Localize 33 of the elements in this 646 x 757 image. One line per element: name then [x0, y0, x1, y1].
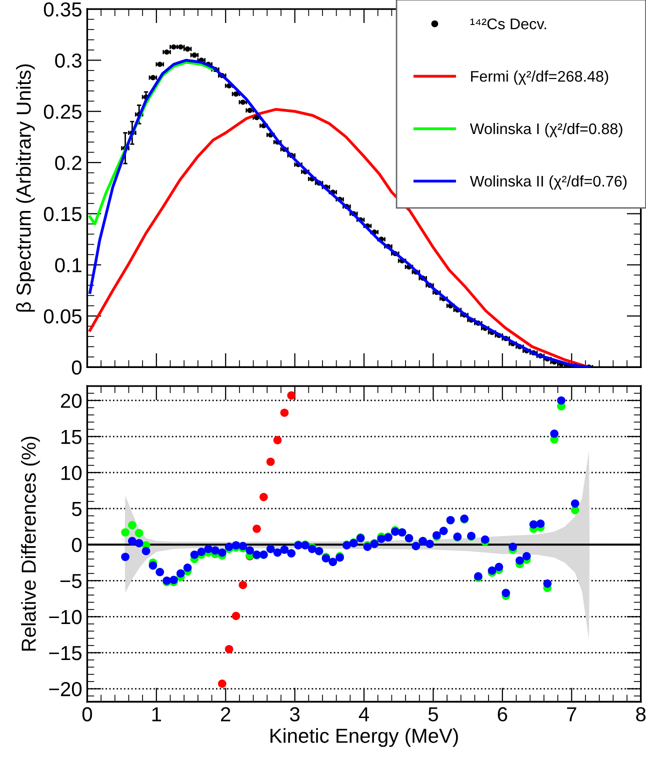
y-tick-label: 20 [60, 394, 82, 408]
y-tick-label: 10 [61, 466, 82, 480]
y-tick-label: 0.3 [55, 53, 82, 68]
y-tick-label: −15 [49, 646, 82, 660]
y-tick-label: 5 [72, 502, 82, 516]
y-tick-label: −10 [49, 610, 82, 624]
x-tick-label: 2 [221, 707, 230, 722]
y-axis-title: β Spectrum (Arbitrary Units) [16, 64, 35, 312]
x-tick-label: 3 [290, 707, 300, 722]
legend-label: Wolinska II (χ²/df=0.76) [470, 175, 627, 190]
y-tick-label: 0.2 [55, 156, 82, 170]
y-tick-label: 0.35 [44, 2, 82, 17]
y-tick-label: 0 [72, 538, 82, 552]
legend-label: Wolinska I (χ²/df=0.88) [470, 122, 622, 138]
y-tick-label: 15 [61, 430, 82, 444]
x-tick-label: 0 [82, 707, 92, 722]
x-tick-label: 5 [428, 707, 438, 722]
legend-label: ¹⁴²Cs Decv. [470, 18, 546, 30]
legend-label: Fermi (χ²/df=268.48) [471, 70, 608, 85]
y-tick-label: −20 [49, 682, 82, 696]
x-axis-title: Kinetic Energy (MeV) [270, 728, 458, 747]
y-tick-label: −5 [60, 574, 82, 588]
y-tick-label: 0.05 [44, 309, 82, 324]
x-tick-label: 8 [636, 707, 646, 722]
x-tick-label: 1 [152, 707, 162, 722]
y-tick-label: 0.1 [55, 258, 82, 272]
x-tick-label: 4 [358, 707, 370, 722]
x-tick-label: 7 [567, 707, 576, 722]
y-tick-label: 0.25 [44, 104, 82, 119]
y-tick-label: 0 [72, 360, 82, 375]
y-axis-title: Relative Differences (%) [21, 436, 40, 651]
y-tick-label: 0.15 [44, 206, 82, 222]
x-tick-label: 6 [498, 707, 508, 722]
